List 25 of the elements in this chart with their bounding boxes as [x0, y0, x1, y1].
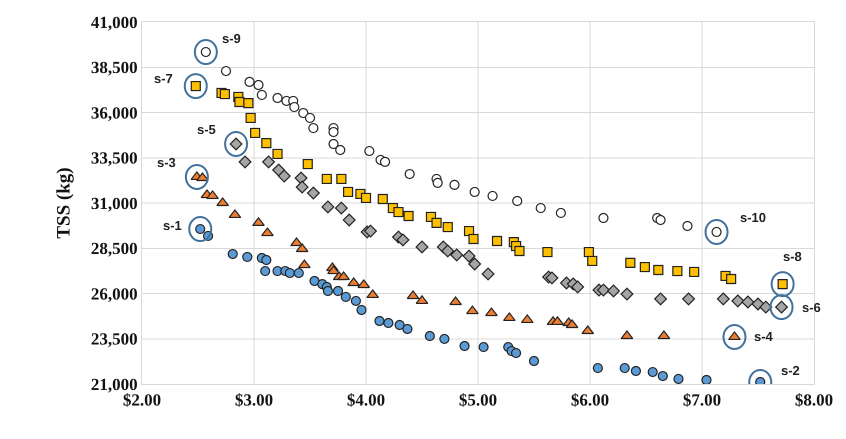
annotation: s-5: [197, 122, 216, 137]
annotation: s-3: [157, 155, 176, 170]
annotation: s-2: [781, 363, 800, 378]
y-tick-label: 23,500: [90, 330, 138, 349]
x-tick-label: $7.00: [682, 390, 722, 410]
annotation: s-7: [154, 71, 173, 86]
annotation: s-8: [783, 249, 802, 264]
y-tick-label: 41,000: [90, 12, 138, 32]
y-tick-label: 31,000: [90, 194, 138, 213]
annotation: s-4: [754, 329, 774, 344]
x-tick-label: $4.00: [346, 390, 386, 410]
annotation: s-1: [163, 218, 182, 233]
annotation: s-6: [802, 300, 821, 315]
x-tick-label: $8.00: [794, 390, 834, 410]
x-tick-label: $5.00: [458, 390, 498, 410]
x-tick-label: $6.00: [570, 390, 610, 410]
y-tick-label: 36,000: [90, 103, 138, 122]
x-tick-label: $3.00: [234, 390, 274, 410]
y-axis-title: TSS (kg): [54, 167, 75, 239]
annotation: s-10: [740, 210, 766, 225]
y-tick-label: 38,500: [90, 58, 138, 78]
y-tick-label: 33,500: [90, 148, 138, 168]
y-tick-label: 28,500: [90, 239, 138, 258]
y-tick-label: 26,000: [90, 284, 138, 304]
annotation: s-9: [222, 31, 241, 46]
